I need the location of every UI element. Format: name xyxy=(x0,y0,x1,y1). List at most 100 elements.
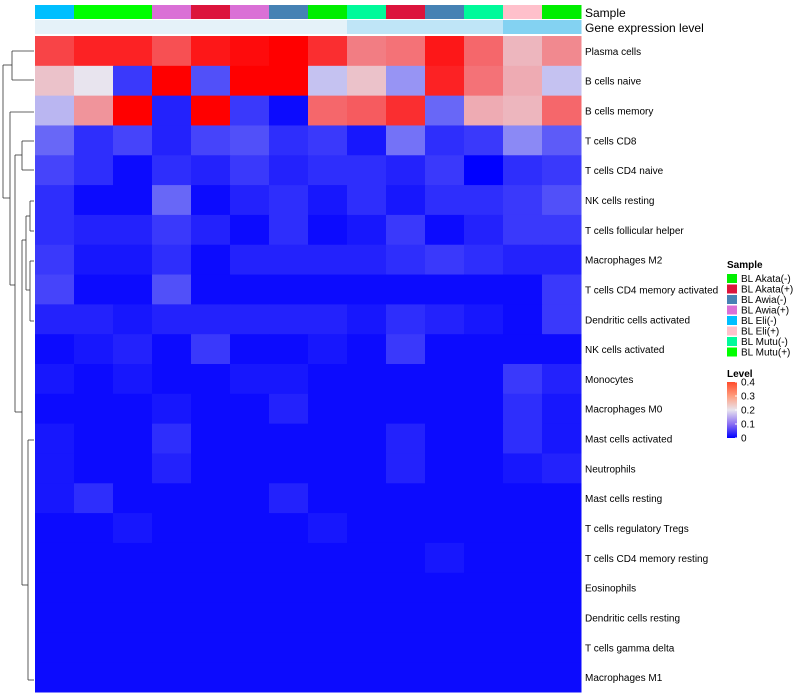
sample-annotation-cell xyxy=(464,5,504,19)
heatmap-cell xyxy=(425,483,465,514)
heatmap-cell xyxy=(191,393,231,425)
heatmap-cell xyxy=(308,36,348,67)
heatmap-cell xyxy=(503,95,543,126)
heatmap-cell xyxy=(191,65,231,97)
heatmap-cell xyxy=(152,662,192,693)
heatmap-cell xyxy=(542,334,582,365)
heatmap-cell xyxy=(230,662,270,693)
heatmap-cell xyxy=(503,423,543,454)
sample-legend-swatch xyxy=(727,274,737,283)
heatmap-cell xyxy=(464,185,504,216)
heatmap-cell xyxy=(503,334,543,365)
row-label: Neutrophils xyxy=(585,464,636,475)
row-label: B cells naive xyxy=(585,77,642,88)
heatmap-cell xyxy=(113,304,153,335)
heatmap-cell xyxy=(74,453,114,484)
heatmap-cell xyxy=(74,423,114,454)
heatmap-cell xyxy=(230,364,270,395)
heatmap-cell xyxy=(425,274,465,305)
heatmap-cell xyxy=(269,423,309,454)
level-legend-label: 0 xyxy=(741,434,747,445)
heatmap-cell xyxy=(503,483,543,514)
heatmap-cell xyxy=(152,304,192,335)
heatmap-cell xyxy=(35,423,75,454)
heatmap-cell xyxy=(113,125,153,156)
heatmap-cell xyxy=(230,65,270,97)
heatmap-cell xyxy=(503,632,543,663)
sample-annotation-cell xyxy=(191,5,231,19)
heatmap-cell xyxy=(347,662,387,693)
heatmap-cell xyxy=(152,214,192,246)
heatmap-cell xyxy=(503,214,543,246)
row-labels: Plasma cells B cells naive B cells memory T… xyxy=(585,47,718,684)
sample-legend-title: Sample xyxy=(727,260,763,271)
heatmap-cell xyxy=(113,364,153,395)
annotation-label-expression: Gene expression level xyxy=(585,21,704,35)
heatmap-cell xyxy=(152,632,192,663)
heatmap-cell xyxy=(230,155,270,186)
heatmap-cell xyxy=(425,65,465,97)
heatmap-cell xyxy=(425,95,465,126)
heatmap-cell xyxy=(347,185,387,216)
heatmap-cell xyxy=(230,214,270,246)
heatmap-cell xyxy=(74,185,114,216)
expression-annotation-cell xyxy=(74,20,114,34)
heatmap-cell xyxy=(191,453,231,484)
heatmap-cell xyxy=(425,304,465,335)
sample-legend: Sample BL Akata(-)BL Akata(+)BL Awia(-)B… xyxy=(727,260,793,359)
heatmap-cells xyxy=(35,36,582,693)
heatmap-cell xyxy=(35,483,75,514)
level-legend-label: 0.1 xyxy=(741,420,755,431)
heatmap-cell xyxy=(191,125,231,156)
row-label: Dendritic cells resting xyxy=(585,613,680,624)
heatmap-cell xyxy=(113,513,153,544)
heatmap-cell xyxy=(74,65,114,97)
row-label: Macrophages M1 xyxy=(585,673,663,684)
row-label: Macrophages M2 xyxy=(585,256,663,267)
heatmap-cell xyxy=(503,542,543,574)
heatmap-cell xyxy=(74,274,114,305)
heatmap-cell xyxy=(308,423,348,454)
heatmap-cell xyxy=(542,483,582,514)
heatmap-cell xyxy=(269,304,309,335)
heatmap-cell xyxy=(542,602,582,633)
heatmap-cell xyxy=(113,244,153,276)
heatmap-cell xyxy=(191,602,231,633)
heatmap-cell xyxy=(308,453,348,484)
row-label: T cells CD4 memory resting xyxy=(585,554,708,565)
heatmap-cell xyxy=(542,125,582,156)
heatmap-cell xyxy=(191,155,231,186)
heatmap-cell xyxy=(152,274,192,305)
level-legend-label: 0.2 xyxy=(741,406,755,417)
heatmap-cell xyxy=(542,632,582,663)
heatmap-cell xyxy=(386,36,426,67)
level-legend-label: 0.4 xyxy=(741,378,755,389)
heatmap-cell xyxy=(230,95,270,126)
row-label: Mast cells resting xyxy=(585,494,662,505)
heatmap-cell xyxy=(347,513,387,544)
heatmap-cell xyxy=(74,513,114,544)
heatmap-cell xyxy=(503,513,543,544)
heatmap-cell xyxy=(503,125,543,156)
heatmap-cell xyxy=(542,393,582,425)
heatmap-cell xyxy=(269,602,309,633)
heatmap-cell xyxy=(386,572,426,604)
heatmap-cell xyxy=(464,513,504,544)
heatmap-cell xyxy=(35,95,75,126)
heatmap-cell xyxy=(74,36,114,67)
sample-legend-swatch xyxy=(727,316,737,325)
heatmap-cell xyxy=(347,632,387,663)
heatmap-cell xyxy=(503,602,543,633)
heatmap-cell xyxy=(113,483,153,514)
heatmap-cell xyxy=(542,364,582,395)
heatmap-cell xyxy=(503,304,543,335)
heatmap-cell xyxy=(308,244,348,276)
heatmap-cell xyxy=(425,214,465,246)
expression-annotation-cell xyxy=(191,20,231,34)
heatmap-cell xyxy=(347,364,387,395)
level-legend-title: Level xyxy=(727,369,753,380)
heatmap-cell xyxy=(35,214,75,246)
sample-legend-swatch xyxy=(727,305,737,315)
level-color-bar xyxy=(727,382,737,438)
